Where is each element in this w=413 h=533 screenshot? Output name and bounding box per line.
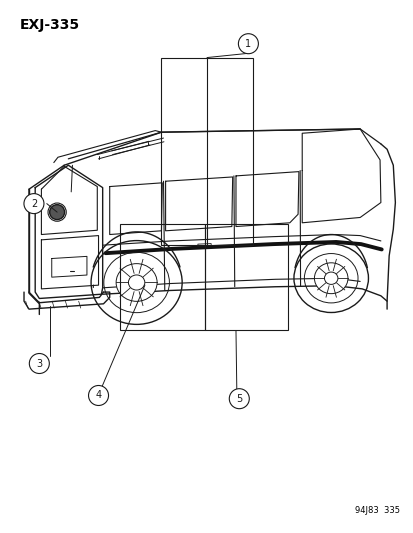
Text: 4: 4 <box>95 391 101 400</box>
Circle shape <box>29 353 49 374</box>
Circle shape <box>88 385 108 406</box>
Text: 2: 2 <box>31 199 37 208</box>
Bar <box>120 224 204 330</box>
Ellipse shape <box>116 264 157 301</box>
Circle shape <box>50 205 64 220</box>
Ellipse shape <box>314 263 347 294</box>
Bar <box>161 58 252 245</box>
Ellipse shape <box>128 275 145 290</box>
Text: 3: 3 <box>36 359 42 368</box>
Text: 1: 1 <box>245 39 251 49</box>
Text: EXJ-335: EXJ-335 <box>20 18 80 32</box>
Circle shape <box>24 193 44 214</box>
Ellipse shape <box>324 272 337 285</box>
Text: 94J83  335: 94J83 335 <box>354 506 399 515</box>
Circle shape <box>229 389 249 409</box>
Circle shape <box>238 34 258 54</box>
Bar <box>204 224 287 330</box>
Text: 5: 5 <box>235 394 242 403</box>
